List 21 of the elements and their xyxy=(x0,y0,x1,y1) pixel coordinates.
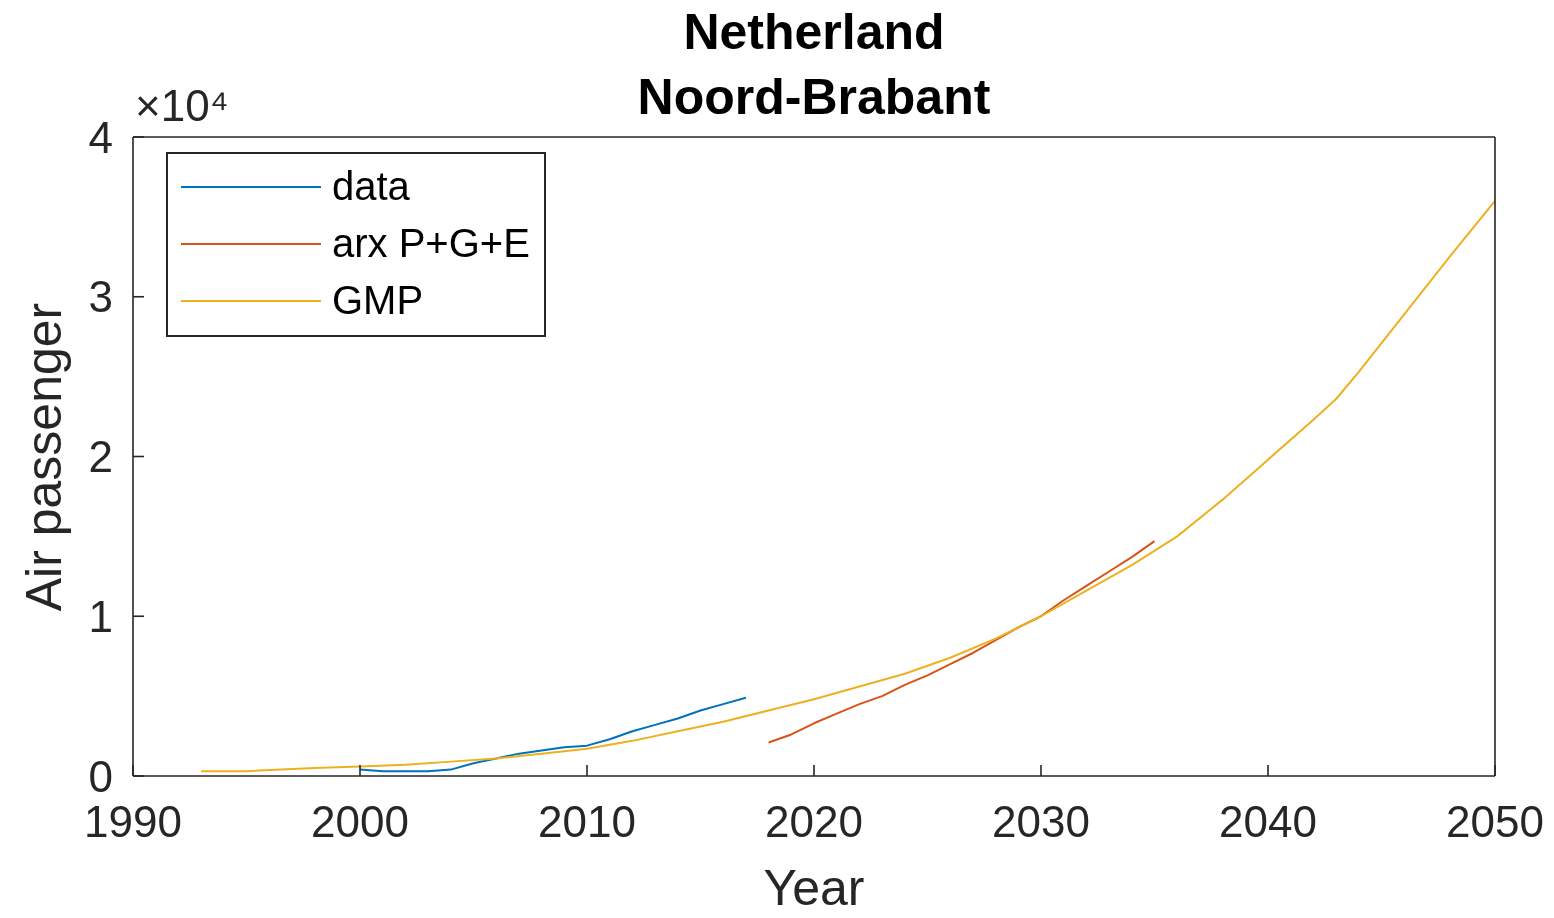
line-series xyxy=(200,199,1495,773)
y-axis-title: Air passenger xyxy=(16,302,72,611)
text: ×10⁴ xyxy=(135,81,229,130)
x-tick-label: 2040 xyxy=(1219,797,1317,847)
x-tick-label: 2050 xyxy=(1446,797,1544,847)
y-tick-label: 3 xyxy=(88,272,113,322)
legend-label: data xyxy=(332,164,410,209)
line-series xyxy=(359,696,747,773)
x-tick-label: 2030 xyxy=(992,797,1090,847)
x-tick-label: 2020 xyxy=(765,797,863,847)
line-series xyxy=(767,540,1156,744)
y-tick-label: 1 xyxy=(88,591,113,641)
x-tick-label: 2010 xyxy=(538,797,636,847)
legend-label: arx P+G+E xyxy=(332,221,530,266)
y-tick-label: 4 xyxy=(88,112,113,162)
chart-title: Netherland xyxy=(682,3,946,62)
x-tick-label: 2000 xyxy=(311,797,409,847)
legend-label: GMP xyxy=(332,278,424,323)
chart-subtitle: Noord-Brabant xyxy=(637,69,991,125)
y-tick-label: 2 xyxy=(88,432,113,482)
x-axis-title: Year xyxy=(762,860,866,916)
